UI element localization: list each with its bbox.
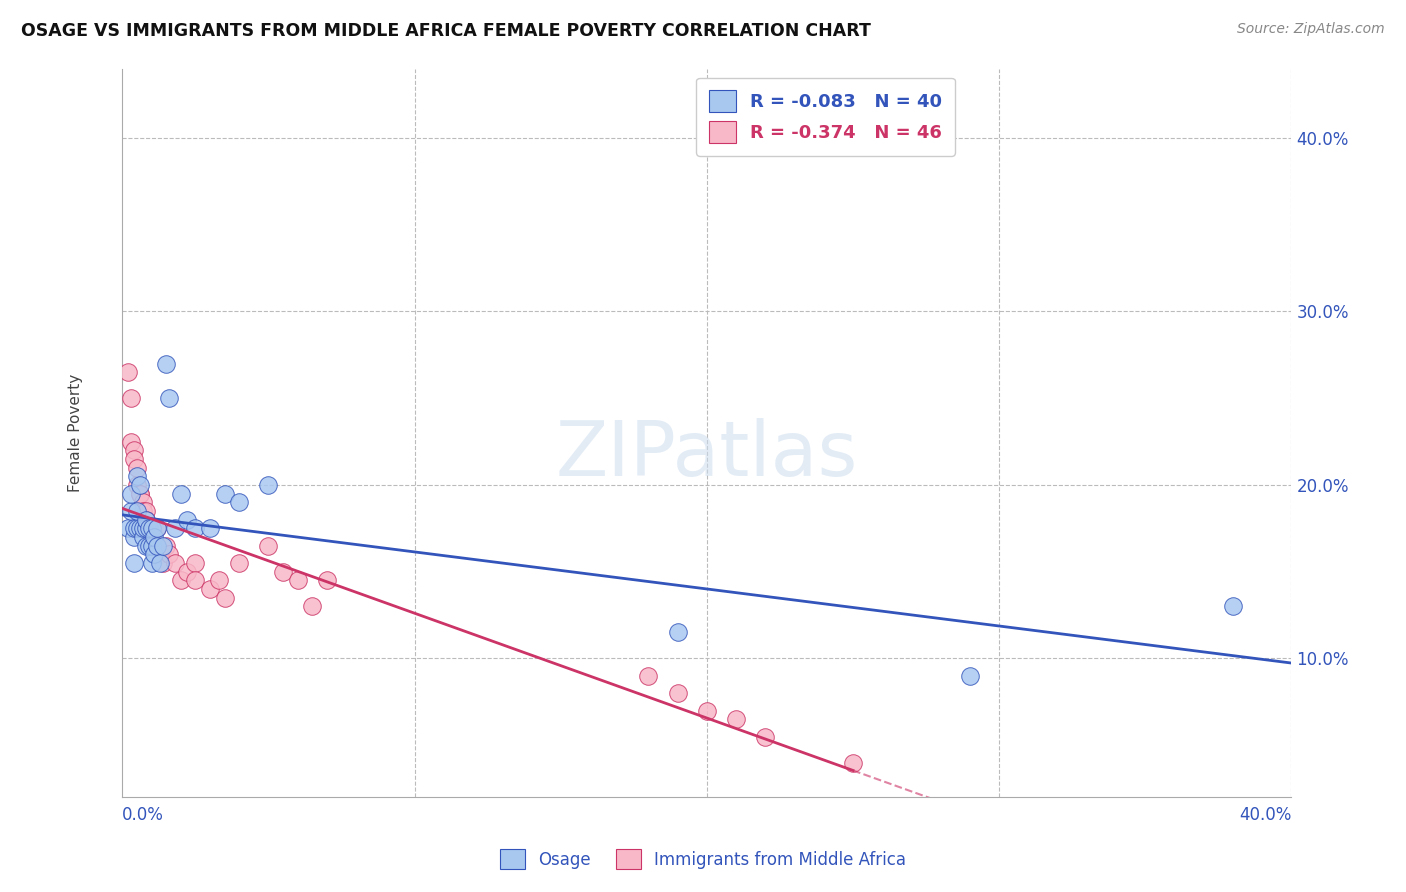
Point: [184, 521, 207, 535]
Point: [138, 521, 160, 535]
Text: 40.0%: 40.0%: [1239, 806, 1292, 824]
Point: [637, 669, 659, 683]
Point: [135, 513, 157, 527]
Point: [128, 486, 150, 500]
Point: [125, 504, 148, 518]
Point: [122, 530, 145, 544]
Point: [135, 504, 157, 518]
Point: [132, 504, 155, 518]
Point: [117, 521, 139, 535]
Point: [141, 539, 163, 553]
Text: Source: ZipAtlas.com: Source: ZipAtlas.com: [1237, 22, 1385, 37]
Point: [132, 495, 155, 509]
Text: OSAGE VS IMMIGRANTS FROM MIDDLE AFRICA FEMALE POVERTY CORRELATION CHART: OSAGE VS IMMIGRANTS FROM MIDDLE AFRICA F…: [21, 22, 870, 40]
Point: [149, 556, 172, 570]
Point: [132, 530, 155, 544]
Point: [170, 486, 193, 500]
Point: [198, 582, 221, 596]
Point: [125, 478, 148, 492]
Point: [138, 521, 160, 535]
Point: [141, 530, 163, 544]
Point: [176, 513, 198, 527]
Point: [141, 530, 163, 544]
Point: [122, 452, 145, 467]
Point: [138, 521, 160, 535]
Point: [146, 521, 169, 535]
Point: [198, 521, 221, 535]
Point: [208, 574, 231, 588]
Point: [122, 443, 145, 458]
Point: [155, 539, 177, 553]
Point: [146, 539, 169, 553]
Point: [120, 486, 142, 500]
Point: [128, 478, 150, 492]
Text: Female Poverty: Female Poverty: [67, 374, 83, 492]
Point: [228, 556, 250, 570]
Legend: R = -0.083   N = 40, R = -0.374   N = 46: R = -0.083 N = 40, R = -0.374 N = 46: [696, 78, 955, 156]
Point: [146, 539, 169, 553]
Point: [163, 521, 186, 535]
Point: [143, 547, 166, 561]
Point: [228, 495, 250, 509]
Point: [157, 391, 180, 405]
Point: [143, 530, 166, 544]
Point: [120, 391, 142, 405]
Point: [125, 460, 148, 475]
Text: 0.0%: 0.0%: [122, 806, 165, 824]
Point: [149, 547, 172, 561]
Point: [143, 539, 166, 553]
Point: [170, 574, 193, 588]
Point: [725, 712, 748, 726]
Point: [157, 547, 180, 561]
Point: [214, 591, 236, 605]
Point: [257, 478, 280, 492]
Point: [143, 521, 166, 535]
Point: [214, 486, 236, 500]
Point: [135, 539, 157, 553]
Point: [141, 556, 163, 570]
Point: [754, 730, 776, 744]
Point: [184, 556, 207, 570]
Point: [125, 469, 148, 483]
Point: [959, 669, 981, 683]
Point: [316, 574, 339, 588]
Point: [128, 521, 150, 535]
Point: [155, 357, 177, 371]
Point: [842, 756, 865, 770]
Point: [301, 599, 323, 614]
Point: [122, 556, 145, 570]
Point: [135, 521, 157, 535]
Point: [146, 521, 169, 535]
Point: [120, 434, 142, 449]
Point: [117, 365, 139, 379]
Point: [287, 574, 309, 588]
Point: [696, 704, 718, 718]
Point: [128, 486, 150, 500]
Legend: Osage, Immigrants from Middle Africa: Osage, Immigrants from Middle Africa: [489, 838, 917, 880]
Point: [163, 556, 186, 570]
Point: [135, 513, 157, 527]
Point: [666, 686, 689, 700]
Point: [120, 504, 142, 518]
Point: [666, 625, 689, 640]
Point: [125, 521, 148, 535]
Point: [184, 574, 207, 588]
Point: [257, 539, 280, 553]
Point: [176, 565, 198, 579]
Text: ZIPatlas: ZIPatlas: [555, 417, 858, 491]
Point: [122, 521, 145, 535]
Point: [141, 521, 163, 535]
Point: [138, 539, 160, 553]
Point: [152, 539, 174, 553]
Point: [138, 521, 160, 535]
Point: [1222, 599, 1244, 614]
Point: [152, 556, 174, 570]
Point: [271, 565, 294, 579]
Point: [132, 521, 155, 535]
